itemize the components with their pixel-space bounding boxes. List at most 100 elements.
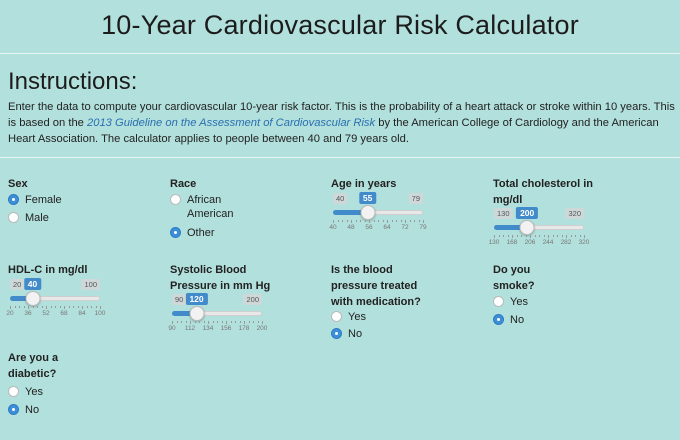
age-minor-tick bbox=[378, 220, 379, 222]
hdl-tick bbox=[64, 306, 65, 309]
bp-minor-tick bbox=[185, 321, 187, 323]
hdl-minor-tick bbox=[91, 306, 92, 308]
age-minor-tick bbox=[337, 220, 339, 222]
age-minor-tick bbox=[391, 220, 393, 222]
bp-treated-yes-radio[interactable] bbox=[331, 311, 342, 322]
cholesterol-max-label: 320 bbox=[565, 208, 584, 219]
age-minor-tick bbox=[396, 220, 397, 222]
sex-female-radio[interactable] bbox=[8, 194, 19, 205]
diabetic-no-radio[interactable] bbox=[8, 404, 19, 415]
race-option-other[interactable]: Other bbox=[170, 226, 215, 240]
cholesterol-min-label: 130 bbox=[494, 208, 513, 219]
bp-minor-tick bbox=[203, 321, 205, 323]
bp-fill bbox=[172, 311, 197, 316]
instructions-text-after: by the American College of Cardiology an… bbox=[8, 117, 659, 145]
smoker-yes-radio[interactable] bbox=[493, 296, 504, 307]
bp-minor-tick bbox=[253, 321, 254, 323]
cholesterol-tick-label: 320 bbox=[578, 239, 590, 246]
bp-treated-option-yes[interactable]: Yes bbox=[331, 310, 366, 324]
bp-tick-label: 178 bbox=[238, 325, 250, 332]
cholesterol-minor-tick bbox=[521, 235, 522, 237]
bp-tick bbox=[208, 321, 209, 324]
cholesterol-slider[interactable]: 130 320 200 130 168 206 244 282 320 bbox=[489, 207, 589, 248]
bp-slider[interactable]: 90 200 120 90 112 134 156 178 200 bbox=[168, 293, 267, 334]
smoker-no-label: No bbox=[510, 314, 525, 326]
bp-minor-tick bbox=[212, 321, 214, 323]
diabetic-label: Are you a diabetic? bbox=[8, 352, 59, 380]
hdl-minor-tick bbox=[86, 306, 88, 308]
bp-treated-no-label: No bbox=[348, 328, 363, 340]
diabetic-option-yes[interactable]: Yes bbox=[8, 385, 43, 399]
cholesterol-value-label: 200 bbox=[516, 207, 539, 219]
guideline-link[interactable]: 2013 Guideline on the Assessment of Card… bbox=[87, 117, 376, 129]
bp-tick-label: 90 bbox=[168, 325, 176, 332]
instructions-heading: Instructions: bbox=[8, 68, 138, 95]
age-tick bbox=[351, 220, 352, 223]
age-tick bbox=[423, 220, 424, 223]
hdl-tick bbox=[28, 306, 29, 309]
cholesterol-minor-tick bbox=[503, 235, 504, 237]
age-minor-tick bbox=[360, 220, 361, 222]
hdl-tick-label: 100 bbox=[94, 310, 106, 317]
bp-treated-no-radio[interactable] bbox=[331, 328, 342, 339]
age-tick bbox=[387, 220, 388, 223]
age-label: Age in years bbox=[331, 178, 397, 190]
hdl-fill bbox=[10, 296, 33, 301]
sex-male-label: Male bbox=[25, 212, 49, 224]
age-minor-tick bbox=[382, 220, 384, 222]
diabetic-yes-radio[interactable] bbox=[8, 386, 19, 397]
bp-minor-tick bbox=[199, 321, 200, 323]
race-african-american-radio[interactable] bbox=[170, 194, 181, 205]
bp-tick bbox=[244, 321, 245, 324]
cholesterol-minor-tick bbox=[525, 235, 527, 237]
sex-option-female[interactable]: Female bbox=[8, 193, 62, 207]
bp-tick-label: 156 bbox=[220, 325, 232, 332]
cholesterol-label: Total cholesterol in mg/dl bbox=[493, 178, 594, 206]
bp-minor-tick bbox=[230, 321, 232, 323]
age-handle[interactable] bbox=[360, 205, 376, 220]
bp-handle[interactable] bbox=[189, 306, 205, 321]
hdl-slider[interactable]: 20 100 40 20 36 52 68 84 100 bbox=[6, 278, 105, 319]
sex-male-radio[interactable] bbox=[8, 212, 19, 223]
bp-tick bbox=[172, 321, 173, 324]
bp-treated-option-no[interactable]: No bbox=[331, 327, 362, 341]
smoker-option-no[interactable]: No bbox=[493, 313, 524, 327]
age-slider[interactable]: 40 79 55 40 48 56 64 72 79 bbox=[329, 192, 427, 233]
cholesterol-minor-tick bbox=[552, 235, 554, 237]
race-option-african-american[interactable]: African American bbox=[170, 193, 240, 221]
bp-treated-label: Is the blood pressure treated with medic… bbox=[331, 264, 421, 308]
diabetic-option-no[interactable]: No bbox=[8, 403, 39, 417]
bp-tick-label: 112 bbox=[184, 325, 196, 332]
age-tick-label: 64 bbox=[383, 224, 391, 231]
age-value-label: 55 bbox=[358, 192, 377, 204]
hdl-minor-tick bbox=[50, 306, 52, 308]
age-minor-tick bbox=[355, 220, 357, 222]
cholesterol-minor-tick bbox=[575, 235, 576, 237]
bp-tick bbox=[190, 321, 191, 324]
hdl-handle[interactable] bbox=[25, 291, 40, 306]
cholesterol-minor-tick bbox=[539, 235, 540, 237]
smoker-no-radio[interactable] bbox=[493, 314, 504, 325]
sex-option-male[interactable]: Male bbox=[8, 211, 49, 225]
cholesterol-minor-tick bbox=[534, 235, 536, 237]
age-fill bbox=[333, 210, 368, 215]
age-tick-label: 79 bbox=[419, 224, 427, 231]
cholesterol-minor-tick bbox=[498, 235, 500, 237]
smoker-label: Do you smoke? bbox=[493, 264, 535, 292]
cholesterol-minor-tick bbox=[507, 235, 509, 237]
cholesterol-tick bbox=[566, 235, 567, 238]
hdl-minor-tick bbox=[55, 306, 56, 308]
cholesterol-tick-label: 130 bbox=[488, 239, 500, 246]
bp-label: Systolic Blood Pressure in mm Hg bbox=[170, 264, 271, 292]
cholesterol-tick bbox=[512, 235, 513, 238]
instructions-text: Enter the data to compute your cardiovas… bbox=[8, 99, 676, 147]
cholesterol-tick bbox=[494, 235, 495, 238]
cholesterol-minor-tick bbox=[557, 235, 558, 237]
smoker-option-yes[interactable]: Yes bbox=[493, 295, 528, 309]
cholesterol-handle[interactable] bbox=[519, 220, 535, 235]
race-other-radio[interactable] bbox=[170, 227, 181, 238]
hdl-tick-label: 84 bbox=[78, 310, 86, 317]
title-divider bbox=[0, 53, 680, 54]
cholesterol-tick-label: 244 bbox=[542, 239, 554, 246]
age-tick-label: 40 bbox=[329, 224, 337, 231]
